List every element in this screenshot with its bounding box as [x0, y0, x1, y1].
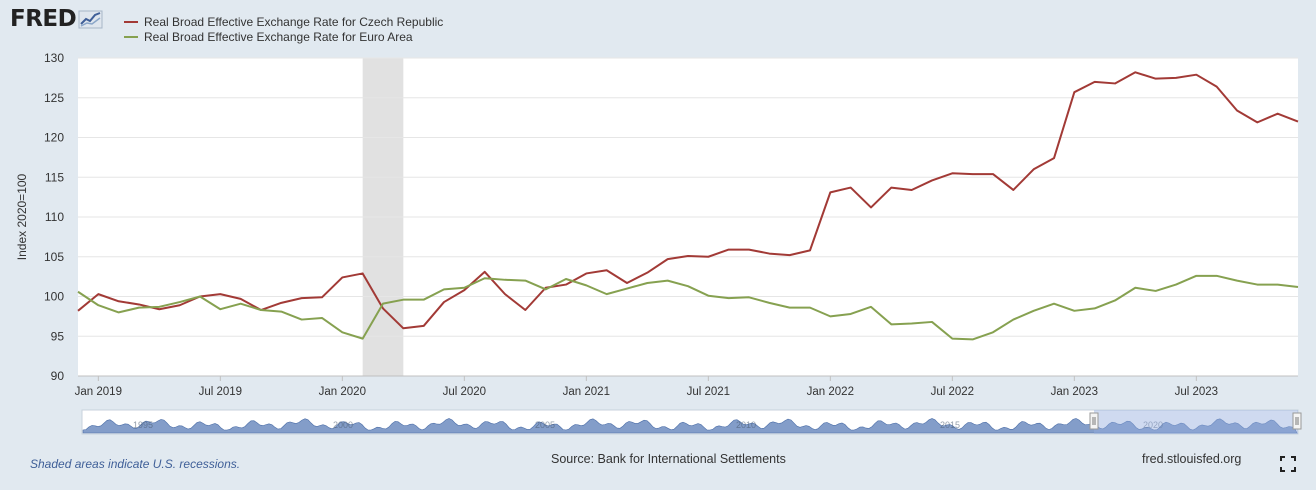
x-tick-label: Jan 2021 — [563, 386, 610, 398]
recession-note: Shaded areas indicate U.S. recessions. — [30, 457, 241, 471]
x-tick-label: Jan 2019 — [75, 386, 122, 398]
source-credit: Source: Bank for International Settlemen… — [551, 452, 786, 466]
y-tick-label: 120 — [44, 131, 64, 145]
navigator-selection[interactable] — [1094, 410, 1298, 434]
y-tick-label: 125 — [44, 91, 64, 105]
fred-url-link[interactable]: fred.stlouisfed.org — [1142, 452, 1242, 466]
legend-item-euro[interactable]: Real Broad Effective Exchange Rate for E… — [124, 29, 443, 44]
x-tick-label: Jul 2022 — [931, 386, 974, 398]
y-tick-label: 130 — [44, 51, 64, 65]
y-tick-label: 110 — [45, 210, 64, 224]
legend-swatch-euro — [124, 35, 138, 38]
y-axis-label: Index 2020=100 — [15, 173, 29, 260]
legend-swatch-czech — [124, 20, 138, 23]
navigator-label: 2005 — [535, 420, 555, 430]
legend-item-czech[interactable]: Real Broad Effective Exchange Rate for C… — [124, 14, 443, 29]
legend-label-euro: Real Broad Effective Exchange Rate for E… — [144, 29, 413, 44]
x-tick-label: Jul 2019 — [199, 386, 242, 398]
y-tick-label: 90 — [51, 369, 65, 383]
y-tick-label: 115 — [45, 170, 64, 184]
y-tick-label: 100 — [44, 290, 64, 304]
time-navigator[interactable]: 1995 2000 2005 2010 2015 2020 — [81, 409, 1302, 435]
navigator-label: 1995 — [133, 420, 153, 430]
navigator-label: 2000 — [333, 420, 353, 430]
navigator-label: 2020 — [1143, 420, 1163, 430]
fred-logo-text: FRED — [10, 6, 77, 32]
x-tick-label: Jan 2023 — [1051, 386, 1098, 398]
y-tick-label: 95 — [51, 329, 65, 343]
x-tick-label: Jul 2020 — [443, 386, 486, 398]
navigator-label: 2010 — [736, 420, 756, 430]
fullscreen-icon[interactable] — [1280, 456, 1296, 472]
navigator-label: 2015 — [940, 420, 960, 430]
x-tick-label: Jul 2023 — [1175, 386, 1218, 398]
legend-label-czech: Real Broad Effective Exchange Rate for C… — [144, 14, 444, 29]
fred-graph-icon — [78, 10, 103, 29]
navigator-left-handle[interactable] — [1089, 412, 1099, 430]
x-tick-label: Jul 2021 — [687, 386, 730, 398]
series-line-0[interactable] — [77, 71, 1299, 330]
fred-logo[interactable]: FRED — [10, 6, 104, 32]
chart-legend: Real Broad Effective Exchange Rate for C… — [124, 14, 443, 44]
x-tick-label: Jan 2020 — [319, 386, 366, 398]
navigator-right-handle[interactable] — [1292, 412, 1302, 430]
x-tick-label: Jan 2022 — [807, 386, 854, 398]
y-tick-label: 105 — [44, 250, 64, 264]
series-line-1[interactable] — [77, 274, 1299, 341]
